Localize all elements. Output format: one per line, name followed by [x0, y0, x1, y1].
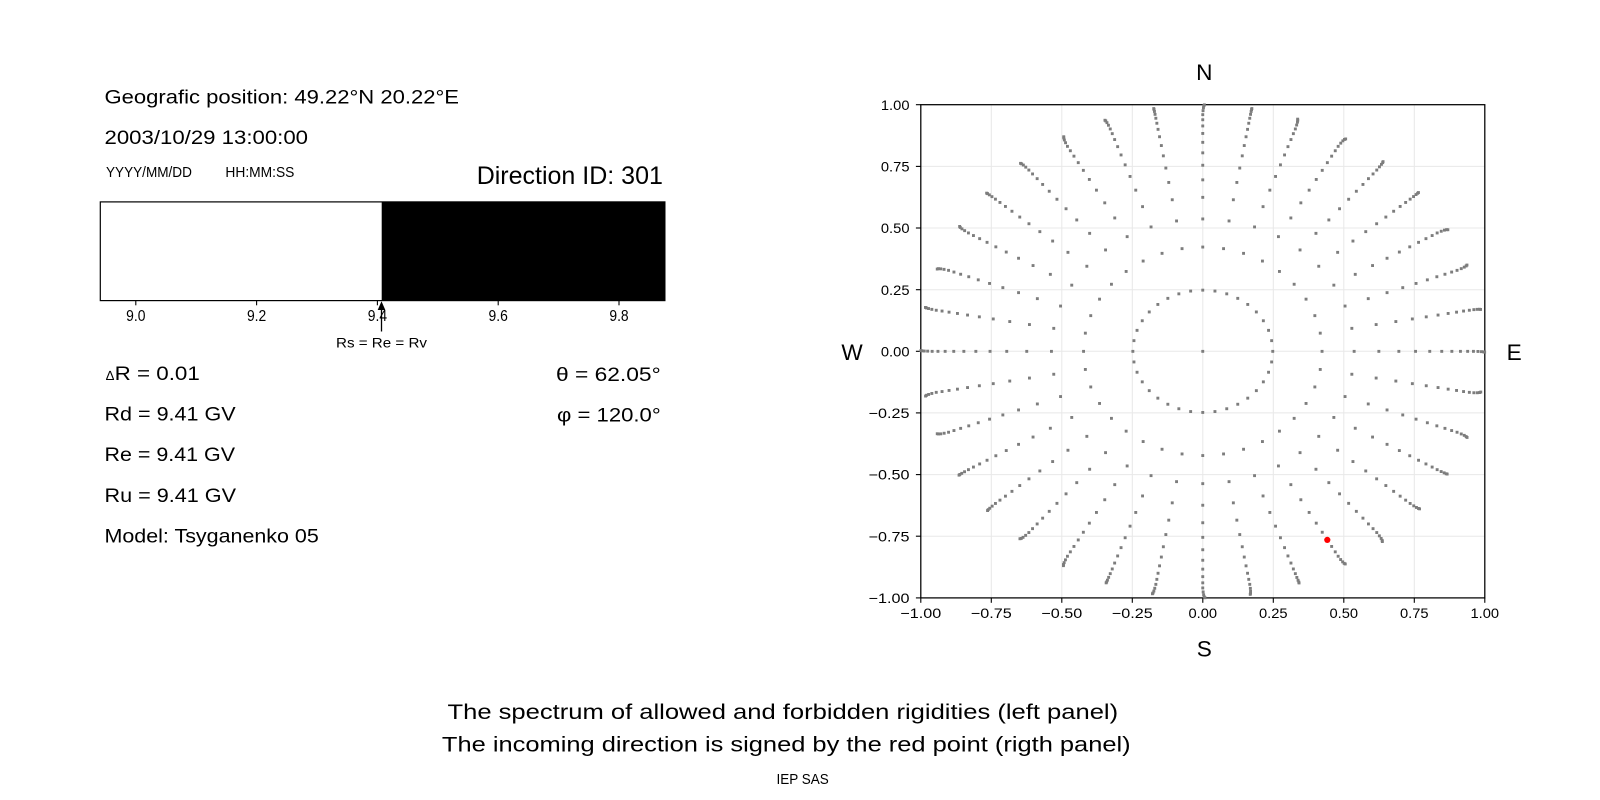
svg-text:9.0: 9.0	[126, 308, 145, 325]
svg-text:S: S	[1197, 636, 1212, 661]
svg-text:Direction ID: 301: Direction ID: 301	[477, 162, 663, 190]
svg-text:−0.75: −0.75	[971, 605, 1012, 621]
svg-text:−0.25: −0.25	[1112, 605, 1153, 621]
svg-text:−0.25: −0.25	[869, 405, 910, 421]
svg-text:0.25: 0.25	[881, 282, 910, 298]
svg-text:Rd = 9.41 GV: Rd = 9.41 GV	[105, 404, 236, 426]
svg-text:0.00: 0.00	[1189, 605, 1218, 621]
svg-text:N: N	[1196, 60, 1212, 85]
svg-text:9.6: 9.6	[489, 308, 508, 325]
svg-text:The spectrum of allowed and fo: The spectrum of allowed and forbidden ri…	[448, 701, 1119, 724]
svg-text:0.00: 0.00	[881, 343, 910, 359]
svg-text:∆: ∆	[106, 368, 115, 383]
svg-text:E: E	[1507, 340, 1522, 365]
svg-text:−1.00: −1.00	[900, 605, 941, 621]
svg-text:Ru = 9.41 GV: Ru = 9.41 GV	[105, 485, 237, 507]
svg-text:0.25: 0.25	[1259, 605, 1288, 621]
svg-text:0.50: 0.50	[881, 220, 910, 236]
svg-text:R = 0.01: R = 0.01	[115, 363, 200, 385]
svg-text:−1.00: −1.00	[869, 590, 910, 606]
svg-text:0.50: 0.50	[1330, 605, 1359, 621]
svg-text:W: W	[841, 340, 863, 365]
svg-text:IEP SAS: IEP SAS	[776, 772, 828, 788]
svg-text:Geografic position: 49.22°N 20: Geografic position: 49.22°N 20.22°E	[105, 87, 460, 109]
svg-text:Re = 9.41 GV: Re = 9.41 GV	[105, 444, 236, 466]
svg-text:YYYY/MM/DD: YYYY/MM/DD	[106, 164, 192, 181]
svg-text:θ = 62.05°: θ = 62.05°	[556, 364, 661, 386]
svg-text:2003/10/29 13:00:00: 2003/10/29 13:00:00	[105, 127, 309, 149]
svg-text:HH:MM:SS: HH:MM:SS	[225, 164, 294, 181]
svg-text:1.00: 1.00	[881, 97, 910, 113]
svg-text:0.75: 0.75	[881, 159, 910, 175]
svg-text:9.2: 9.2	[247, 308, 266, 325]
svg-text:The incoming direction is sign: The incoming direction is signed by the …	[442, 734, 1131, 757]
svg-text:Model: Tsyganenko 05: Model: Tsyganenko 05	[105, 526, 319, 548]
svg-text:9.8: 9.8	[609, 308, 628, 325]
svg-text:−0.50: −0.50	[1041, 605, 1082, 621]
svg-text:φ = 120.0°: φ = 120.0°	[557, 405, 661, 427]
svg-text:0.75: 0.75	[1400, 605, 1429, 621]
svg-text:9.4: 9.4	[368, 308, 388, 325]
svg-text:1.00: 1.00	[1471, 605, 1500, 621]
svg-text:Rs = Re = Rv: Rs = Re = Rv	[336, 335, 427, 351]
svg-text:−0.75: −0.75	[869, 528, 910, 544]
svg-text:−0.50: −0.50	[869, 467, 910, 483]
